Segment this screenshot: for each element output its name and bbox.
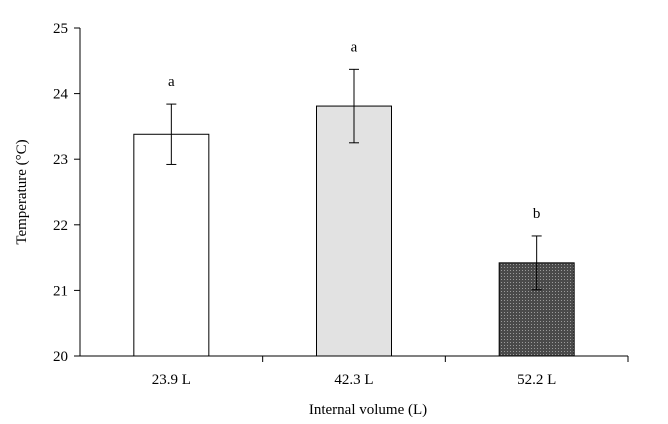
y-tick-label: 21 <box>53 283 68 299</box>
significance-label: a <box>168 74 175 90</box>
x-axis-title: Internal volume (L) <box>309 402 427 418</box>
significance-label: b <box>533 206 541 222</box>
y-tick-label: 25 <box>53 21 68 37</box>
significance-label: a <box>351 39 358 55</box>
y-tick-label: 23 <box>53 152 68 168</box>
x-tick-label: 42.3 L <box>334 372 373 388</box>
y-tick-label: 24 <box>53 87 69 103</box>
bar <box>133 133 210 357</box>
y-tick-label: 20 <box>53 349 68 365</box>
bar <box>316 105 392 357</box>
x-tick-label: 23.9 L <box>152 372 191 388</box>
y-tick-label: 22 <box>53 218 68 234</box>
x-tick-label: 52.2 L <box>517 372 556 388</box>
y-axis-title: Temperature (°C) <box>14 139 30 244</box>
